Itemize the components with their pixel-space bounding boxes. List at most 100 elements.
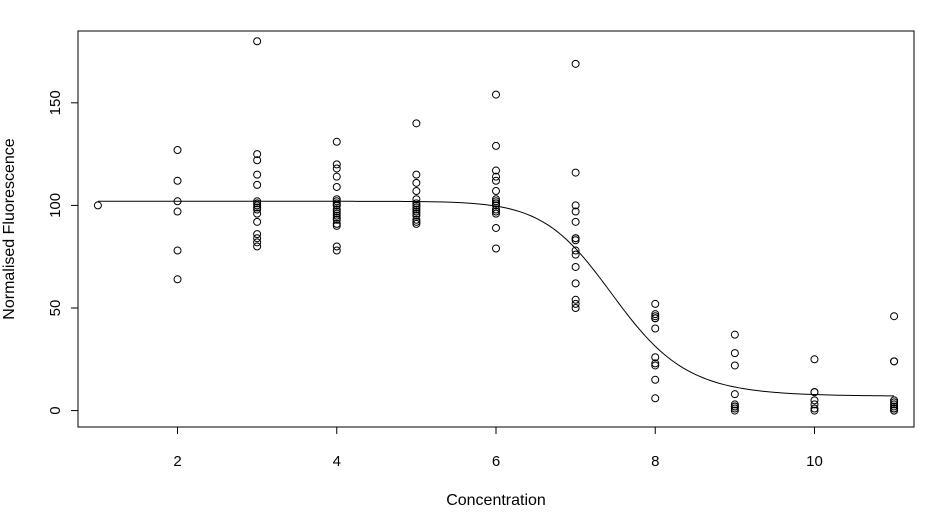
data-point [253, 37, 262, 46]
data-point [651, 375, 660, 384]
data-point [730, 402, 739, 411]
data-point [332, 182, 341, 191]
data-point [412, 211, 421, 220]
x-tick-label: 10 [806, 453, 823, 470]
data-point [332, 195, 341, 204]
data-point [571, 207, 580, 216]
data-point [253, 238, 262, 247]
data-point [332, 205, 341, 214]
data-point [253, 209, 262, 218]
data-point [253, 205, 262, 214]
data-point [332, 221, 341, 230]
x-axis-ticks: 2 4 6 8 10 [173, 427, 823, 470]
data-point [571, 279, 580, 288]
data-point [492, 195, 500, 204]
data-point [332, 209, 341, 218]
data-point [492, 166, 500, 175]
data-point [651, 324, 660, 333]
data-point [412, 119, 421, 128]
data-point [890, 402, 899, 411]
data-point [173, 246, 182, 255]
y-tick-label: 50 [47, 300, 64, 317]
data-point [571, 295, 580, 304]
data-point [890, 312, 899, 321]
y-tick-label: 150 [47, 90, 64, 115]
data-point [93, 201, 102, 210]
data-point [810, 400, 819, 409]
data-point [412, 203, 421, 212]
data-point [651, 312, 660, 321]
data-point [412, 219, 421, 228]
data-point [253, 242, 262, 251]
data-point [492, 90, 500, 99]
data-point [332, 199, 341, 208]
data-point [173, 207, 182, 216]
data-point [332, 137, 341, 146]
data-point [332, 215, 341, 224]
data-point [890, 400, 899, 409]
data-point [332, 160, 341, 169]
data-point [571, 201, 580, 210]
data-point [730, 406, 739, 415]
data-point [173, 275, 182, 284]
data-point [412, 195, 421, 204]
data-point [332, 172, 341, 181]
x-tick-label: 6 [492, 453, 500, 470]
data-point [332, 211, 341, 220]
data-point [412, 199, 421, 208]
data-point [492, 172, 500, 181]
data-point [571, 299, 580, 308]
data-point [492, 197, 500, 206]
fit-curve [97, 200, 895, 397]
data-point [571, 59, 580, 68]
data-point [730, 404, 739, 413]
data-point [890, 406, 899, 415]
plot-frame [77, 30, 915, 428]
data-point [412, 178, 421, 187]
data-point [890, 404, 899, 413]
x-axis-title: Concentration [446, 492, 546, 509]
data-point [571, 246, 580, 255]
data-point [332, 164, 341, 173]
data-point [332, 219, 341, 228]
data-point [492, 244, 500, 253]
data-point [651, 361, 660, 370]
x-tick-label: 8 [651, 453, 659, 470]
data-point [492, 223, 500, 232]
data-point [492, 199, 500, 208]
data-point [571, 217, 580, 226]
data-point [571, 303, 580, 312]
data-point [651, 353, 660, 362]
data-point [332, 242, 341, 251]
data-point [651, 314, 660, 323]
data-point [890, 357, 899, 366]
data-point [730, 349, 739, 358]
data-point [332, 207, 341, 216]
x-tick-label: 2 [173, 453, 181, 470]
data-point [173, 176, 182, 185]
y-tick-label: 0 [47, 406, 64, 414]
data-point [253, 180, 262, 189]
data-point [412, 205, 421, 214]
data-point [651, 359, 660, 368]
data-point [412, 209, 421, 218]
data-point [492, 207, 500, 216]
x-tick-label: 4 [333, 453, 341, 470]
data-point [890, 398, 899, 407]
y-tick-label: 100 [47, 193, 64, 218]
data-point [253, 230, 262, 239]
data-point [412, 187, 421, 196]
data-point [332, 201, 341, 210]
data-point [412, 207, 421, 216]
data-point [810, 404, 819, 413]
data-point [571, 236, 580, 245]
data-point [492, 141, 500, 150]
data-point [730, 361, 739, 370]
data-point [890, 396, 899, 405]
data-point [332, 246, 341, 255]
data-point [253, 156, 262, 165]
data-point [810, 388, 819, 397]
data-point [412, 215, 421, 224]
data-point [492, 176, 500, 185]
